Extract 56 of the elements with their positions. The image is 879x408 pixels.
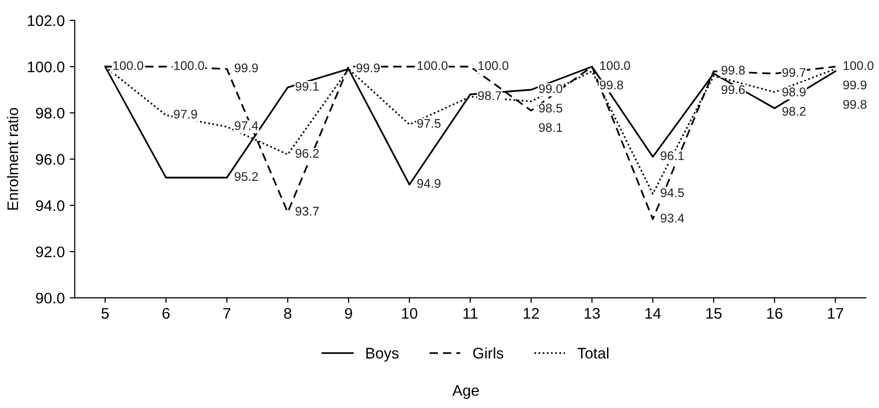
y-tick-label: 90.0 [36,292,64,304]
data-label: 99.9 [356,63,380,72]
data-label: 99.0 [539,84,562,94]
data-label: 97.4 [234,121,258,130]
x-tick-label: 10 [402,308,418,319]
y-tick-label: 92.0 [36,246,64,258]
x-tick-label: 8 [284,308,292,319]
x-axis-title: Age [452,385,479,399]
x-tick-label: 5 [102,308,109,319]
data-label: 97.9 [174,110,198,119]
x-tick-label: 9 [345,308,352,319]
data-label: 94.9 [417,179,440,188]
data-label: 100.0 [174,61,204,70]
data-label: 96.2 [296,149,319,158]
data-label: 99.8 [722,66,745,75]
data-label: 100.0 [113,61,144,70]
legend-label: Total [577,347,608,359]
data-label: 99.9 [843,80,866,90]
data-label: 100.0 [478,61,508,70]
x-tick-label: 17 [828,308,844,319]
data-label: 94.5 [660,188,684,198]
data-label: 99.9 [234,63,258,72]
data-label: 99.8 [843,100,866,109]
x-tick-label: 15 [706,308,722,319]
y-tick-label: 96.0 [36,154,64,165]
x-tick-label: 12 [524,308,539,319]
data-label: 98.5 [539,104,562,113]
data-label: 98.7 [478,91,502,100]
y-tick-label: 100.0 [28,62,64,72]
y-tick-label: 102.0 [28,15,64,26]
legend-label: Boys [366,348,399,362]
data-label: 98.1 [539,123,562,132]
data-label: 95.2 [234,172,258,181]
data-label: 93.7 [296,206,319,216]
y-tick-label: 98.0 [36,108,64,119]
data-label: 99.1 [296,82,319,91]
x-tick-label: 14 [645,308,661,319]
y-axis-title: Enrolment ratio [6,108,18,210]
data-label: 96.1 [660,151,684,160]
data-label: 98.2 [782,106,806,116]
x-tick-label: 7 [223,308,230,319]
data-label: 99.6 [722,85,745,94]
data-label: 93.4 [660,214,684,223]
y-tick-label: 94.0 [36,200,64,212]
data-label: 98.9 [782,88,806,96]
data-label: 97.5 [417,118,441,128]
x-tick-label: 16 [767,308,782,319]
x-tick-label: 11 [463,308,478,319]
data-label: 100.0 [600,61,630,70]
data-label: 99.7 [782,68,806,77]
data-label: 100.0 [418,61,448,70]
data-label: 100.0 [844,61,874,70]
x-tick-label: 13 [584,308,600,319]
x-tick-label: 6 [162,308,170,319]
data-label: 99.8 [600,80,624,90]
legend-label: Girls [473,347,504,359]
